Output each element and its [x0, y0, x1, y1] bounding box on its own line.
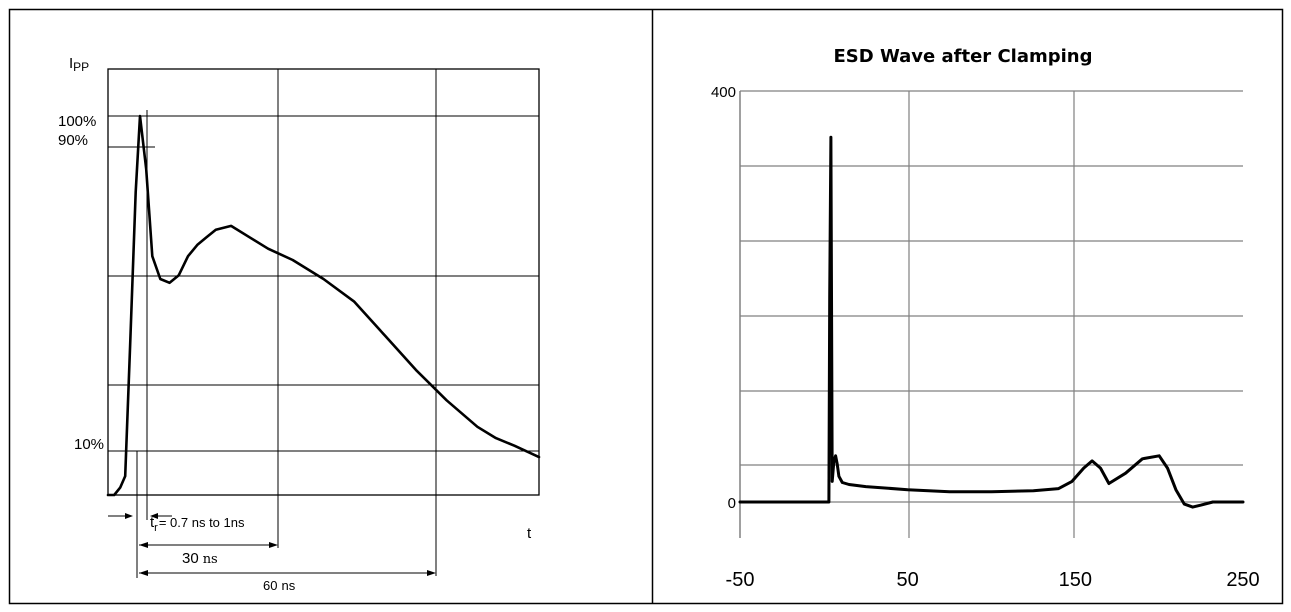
dim-30-arrow-right	[269, 542, 278, 548]
x-tick-label: 250	[1226, 569, 1259, 591]
x-tick-label: -50	[726, 569, 755, 591]
dim-30-label: 30 ns	[182, 550, 218, 567]
y-tick-label: 400	[711, 84, 736, 101]
y-tick-label: 0	[728, 495, 736, 512]
right-grid	[739, 90, 1243, 538]
left-plot-frame	[107, 68, 540, 496]
y-tick-label-100: 100%	[58, 113, 96, 130]
dim-60-arrow-right	[427, 570, 436, 576]
chart-title: ESD Wave after Clamping	[833, 46, 1092, 67]
esd-clamped-waveform-chart: ESD Wave after Clamping -50 50 150 250 0 400	[711, 46, 1260, 591]
y-tick-label-90: 90%	[58, 132, 88, 149]
rise-arrow-left-head	[125, 513, 133, 519]
esd-pulse-waveform-chart: IPP 100% 90% 10% t tr= 0.7 ns to 1ns 30 n…	[58, 55, 541, 596]
clamped-wave-curve	[738, 135, 1245, 509]
dim-60-arrow-left	[139, 570, 148, 576]
x-tick-label: 150	[1059, 569, 1092, 591]
dim-30-arrow-left	[139, 542, 148, 548]
esd-pulse-curve	[106, 114, 541, 497]
y-tick-labels: 0 400	[711, 84, 736, 512]
x-tick-labels: -50 50 150 250	[726, 569, 1260, 591]
x-axis-label: t	[527, 525, 532, 542]
rise-arrow-right-head	[150, 513, 158, 519]
y-axis-label: IPP	[69, 55, 89, 74]
dim-30-label-bg	[175, 548, 227, 568]
rise-time-label: tr= 0.7 ns to 1ns	[150, 514, 245, 534]
dim-60-label: 60 ns	[263, 578, 296, 593]
dim-60-label-bg	[255, 576, 315, 596]
left-grid	[108, 69, 539, 495]
y-tick-label-10: 10%	[74, 436, 104, 453]
outer-frame	[8, 8, 1284, 605]
x-tick-label: 50	[897, 569, 919, 591]
